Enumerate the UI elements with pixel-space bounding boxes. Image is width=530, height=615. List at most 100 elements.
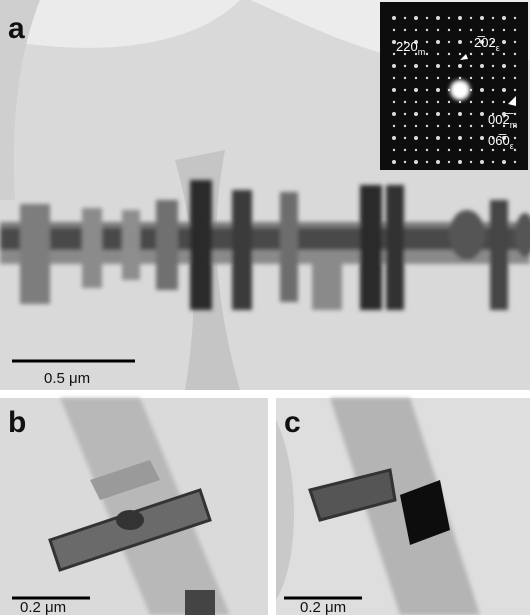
spot — [393, 101, 395, 103]
spot — [514, 161, 516, 163]
spot — [448, 53, 450, 55]
spot — [436, 136, 440, 140]
spot — [470, 89, 472, 91]
spot — [448, 125, 450, 127]
spot — [514, 113, 516, 115]
spot — [414, 64, 418, 68]
spot — [470, 41, 472, 43]
panel-b: b 0.2 μm — [0, 398, 268, 615]
spot — [458, 112, 462, 116]
spot — [437, 53, 439, 55]
spot — [470, 113, 472, 115]
spot — [436, 40, 440, 44]
spot — [392, 136, 396, 140]
spot — [492, 65, 494, 67]
spot — [492, 17, 494, 19]
scale-bar-label: 0.2 μm — [300, 599, 346, 615]
spot — [426, 137, 428, 139]
spot — [448, 101, 450, 103]
spot — [458, 136, 462, 140]
spot — [514, 41, 516, 43]
spot — [426, 29, 428, 31]
spot — [436, 160, 440, 164]
spot — [393, 77, 395, 79]
spot — [502, 16, 506, 20]
spot — [470, 53, 472, 55]
spot — [514, 53, 516, 55]
spot — [470, 77, 472, 79]
spot — [514, 65, 516, 67]
spot — [448, 77, 450, 79]
spot — [502, 64, 506, 68]
spot — [414, 136, 418, 140]
spot — [459, 77, 461, 79]
panel-a: a 0.5 μm 220m 2̅02ε 002̅m 06̅0ε — [0, 0, 530, 390]
spot — [437, 125, 439, 127]
spot — [404, 29, 406, 31]
spot — [470, 65, 472, 67]
spot — [459, 101, 461, 103]
spot — [481, 125, 483, 127]
spot — [426, 89, 428, 91]
spot — [448, 149, 450, 151]
spot — [392, 88, 396, 92]
spot — [480, 16, 484, 20]
spot — [514, 137, 516, 139]
spot — [448, 17, 450, 19]
spot — [459, 29, 461, 31]
spot — [436, 64, 440, 68]
spot — [414, 160, 418, 164]
spot — [481, 53, 483, 55]
spot — [470, 29, 472, 31]
spot — [480, 160, 484, 164]
spot — [503, 101, 505, 103]
spot — [436, 112, 440, 116]
spot — [514, 77, 516, 79]
spot — [514, 29, 516, 31]
spot — [426, 77, 428, 79]
spot — [448, 41, 450, 43]
spot — [470, 161, 472, 163]
spot — [404, 89, 406, 91]
spot — [514, 149, 516, 151]
spot — [458, 64, 462, 68]
spot — [480, 64, 484, 68]
spot — [426, 101, 428, 103]
panel-c: c 0.2 μm — [276, 398, 530, 615]
spot — [448, 65, 450, 67]
spot — [436, 88, 440, 92]
spot — [481, 149, 483, 151]
spot — [503, 77, 505, 79]
spot — [458, 40, 462, 44]
spot — [437, 29, 439, 31]
spot — [480, 136, 484, 140]
scale-bar-label: 0.2 μm — [20, 599, 66, 615]
spot — [492, 149, 494, 151]
spot — [480, 88, 484, 92]
spot — [426, 149, 428, 151]
spot — [415, 29, 417, 31]
spot — [426, 113, 428, 115]
spot — [426, 125, 428, 127]
spot — [426, 41, 428, 43]
spot — [415, 101, 417, 103]
panel-label: a — [8, 12, 25, 45]
spot — [448, 137, 450, 139]
spot — [426, 53, 428, 55]
spot — [437, 77, 439, 79]
panel-label: c — [284, 406, 301, 439]
spot — [393, 29, 395, 31]
spot — [415, 125, 417, 127]
spot — [492, 77, 494, 79]
spot — [404, 65, 406, 67]
spot — [492, 29, 494, 31]
spot — [502, 88, 506, 92]
spot — [481, 77, 483, 79]
spot — [458, 16, 462, 20]
spot — [414, 88, 418, 92]
spot — [470, 125, 472, 127]
spot — [404, 113, 406, 115]
spot — [492, 53, 494, 55]
spot — [470, 17, 472, 19]
spot — [503, 53, 505, 55]
